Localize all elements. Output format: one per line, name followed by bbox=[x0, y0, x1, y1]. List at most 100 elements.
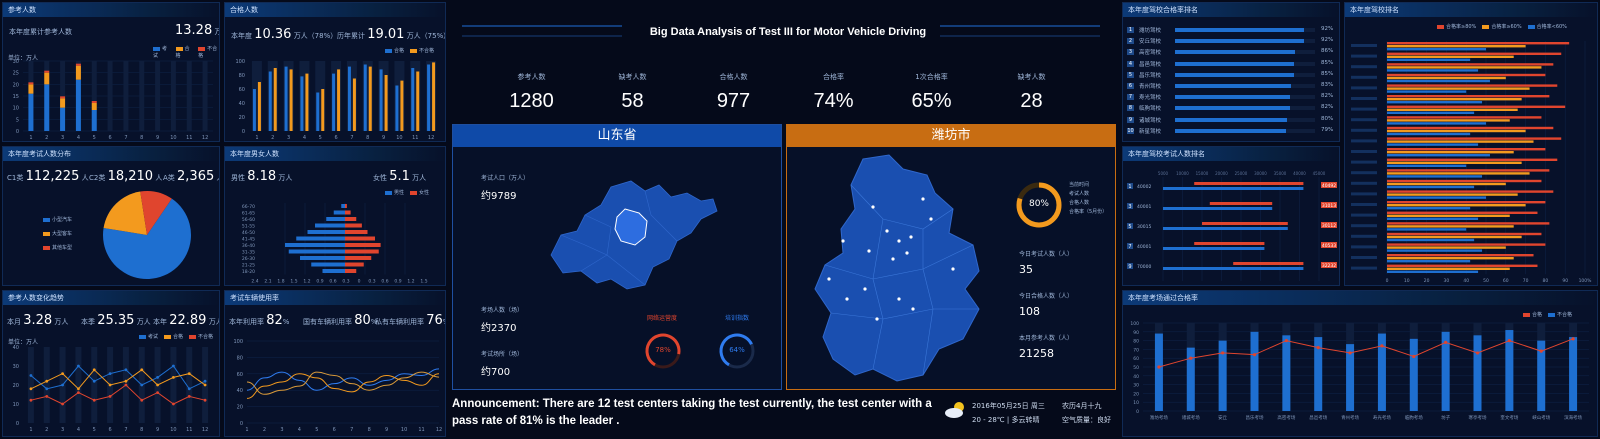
bar-pass bbox=[1537, 340, 1546, 411]
bar-segment bbox=[1387, 42, 1570, 45]
series-point bbox=[124, 368, 128, 372]
legend-item: 男性 bbox=[394, 190, 405, 196]
row-label-placeholder bbox=[1351, 192, 1377, 196]
x-tick-label: 12 bbox=[202, 135, 208, 141]
x-tick-label: 诸城考场 bbox=[1182, 414, 1200, 421]
stat-unit: 万人 bbox=[412, 174, 427, 182]
stat-value: 3.28 bbox=[23, 313, 53, 328]
bar-pass bbox=[1377, 333, 1386, 411]
stat-unit: 万人 bbox=[214, 28, 219, 36]
y-tick-label: 56-60 bbox=[242, 217, 255, 223]
bar-cap bbox=[44, 70, 50, 73]
x-tick-label: 1 bbox=[255, 135, 258, 141]
series-point bbox=[108, 383, 112, 387]
bar-passed bbox=[411, 68, 415, 131]
y-tick-label: 46-50 bbox=[242, 230, 255, 236]
x-tick-label: 10000 bbox=[1176, 285, 1189, 286]
y-tick-label: 30 bbox=[13, 364, 19, 370]
x-tick-label: 1.2 bbox=[303, 279, 310, 285]
x-tick-label: 0.9 bbox=[316, 279, 323, 285]
rank-pct: 85% bbox=[1321, 70, 1334, 77]
x-tick-label: 11 bbox=[186, 135, 192, 141]
y-tick-label: 66-70 bbox=[242, 204, 255, 210]
rank-name: 新星驾校 bbox=[1139, 128, 1162, 135]
series-line bbox=[30, 384, 206, 405]
x-tick-label: 1 bbox=[29, 427, 32, 433]
rank-pct: 92% bbox=[1321, 37, 1334, 44]
bar-failed bbox=[273, 68, 277, 131]
bar-track bbox=[267, 61, 278, 131]
air-quality-text: 空气质量：良好 bbox=[1062, 416, 1111, 424]
bar-passed bbox=[252, 89, 256, 131]
x-tick-label: 昌邑考场 bbox=[1309, 414, 1327, 421]
bar-segment bbox=[1387, 175, 1483, 178]
stat-label: 本年利用率 bbox=[229, 318, 264, 326]
y-tick-label: 10 bbox=[13, 106, 19, 112]
stat-value: 25.35 bbox=[97, 313, 135, 328]
y-tick-label: 18-20 bbox=[242, 269, 255, 275]
series-point bbox=[203, 379, 207, 383]
kpi-value: 977 bbox=[716, 90, 751, 112]
stat-label: 私有车辆利用率 bbox=[375, 318, 424, 326]
kpi-value: 28 bbox=[1020, 90, 1043, 112]
bar-track bbox=[331, 61, 342, 131]
rank-pct: 85% bbox=[1321, 59, 1334, 66]
bar-segment bbox=[1387, 48, 1486, 51]
y-tick-label: 80 bbox=[1133, 339, 1139, 345]
legend-item: 合格 bbox=[175, 46, 190, 59]
panel-title: 参考人数变化趋势 bbox=[3, 291, 219, 305]
bar-female bbox=[345, 210, 351, 215]
stat-unit: 万人 bbox=[208, 318, 219, 326]
row-label-placeholder bbox=[1351, 213, 1377, 217]
bar-failed bbox=[75, 65, 81, 80]
stat-value: 82 bbox=[266, 313, 283, 328]
pie-slice bbox=[103, 198, 191, 279]
x-tick-label: 35000 bbox=[1274, 285, 1287, 286]
donut-legend: 当前时间 考试人数 合格人数 合格率（5月份） bbox=[1069, 181, 1107, 217]
pie-slice bbox=[140, 191, 172, 235]
panel-distribution: 本年度考试人数分布 C1类 112,225 人 C2类 18,210 人 A类 … bbox=[2, 146, 220, 286]
y-tick-label: 0 bbox=[16, 129, 19, 135]
bar-track bbox=[186, 61, 192, 131]
stat-label: 国有车辆利用率 bbox=[303, 318, 352, 326]
column-track bbox=[186, 347, 193, 423]
y-tick-label: 60 bbox=[237, 372, 243, 378]
x-tick-label: 1.5 bbox=[290, 279, 297, 285]
bar-pass bbox=[1505, 330, 1514, 411]
hbar-chart-school-rank: 0 10 20 30 40 50 60 70 80 90 100% bbox=[1351, 41, 1592, 284]
bar-segment bbox=[1387, 172, 1530, 175]
gauge-network bbox=[645, 333, 681, 369]
row-label-placeholder bbox=[1351, 203, 1377, 206]
bar-segment bbox=[1387, 45, 1526, 48]
rank-row: 8 临朐驾校 82% bbox=[1127, 103, 1339, 114]
row-label-placeholder bbox=[1351, 44, 1377, 47]
x-tick-label: 10 bbox=[1404, 278, 1410, 284]
x-tick-label: 12 bbox=[428, 135, 434, 141]
legend-item: 合格 bbox=[1532, 312, 1543, 318]
kpi-absent-2: 缺考人数 28 bbox=[984, 72, 1079, 113]
x-tick-label: 2 bbox=[263, 427, 266, 433]
panel-center-pass-rate: 本年度考场通过合格率 合格 不合格 0 10 20 30 40 50 60 70 80 90 100… bbox=[1122, 290, 1598, 437]
bar-failed bbox=[384, 75, 388, 131]
bar-segment bbox=[1387, 257, 1514, 260]
gauge-label: 网络运营度 bbox=[647, 315, 678, 322]
pie-chart-distribution bbox=[103, 191, 191, 279]
stat-label: 本年度 bbox=[231, 32, 252, 40]
y-tick-label: 41-45 bbox=[242, 237, 255, 243]
column-track bbox=[170, 347, 177, 423]
bar-segment bbox=[1387, 55, 1514, 58]
series-point bbox=[140, 368, 144, 372]
panel-school-pass-rank: 本年度驾校合格率排名 1 潍坊驾校 92% 2 安丘驾校 92% 3 高密驾校 86% 4 昌邑驾校… bbox=[1122, 2, 1340, 142]
value-tag bbox=[1321, 242, 1337, 248]
stat-unit: 万人 bbox=[278, 174, 293, 182]
rank-name: 安丘驾校 bbox=[1139, 39, 1162, 46]
stat-value: 2,365 bbox=[177, 169, 215, 184]
bar-segment bbox=[1387, 225, 1514, 228]
y-axis-label: 单位：万人 bbox=[8, 55, 39, 62]
rate-point bbox=[1252, 353, 1257, 357]
stat-unit: 万人 bbox=[54, 318, 69, 326]
announcement-text: Announcement: There are 12 test centers … bbox=[452, 398, 932, 427]
rank-bar bbox=[1175, 61, 1294, 66]
legend-item: 合格率≥60% bbox=[1491, 24, 1522, 30]
bar-track bbox=[107, 61, 113, 131]
